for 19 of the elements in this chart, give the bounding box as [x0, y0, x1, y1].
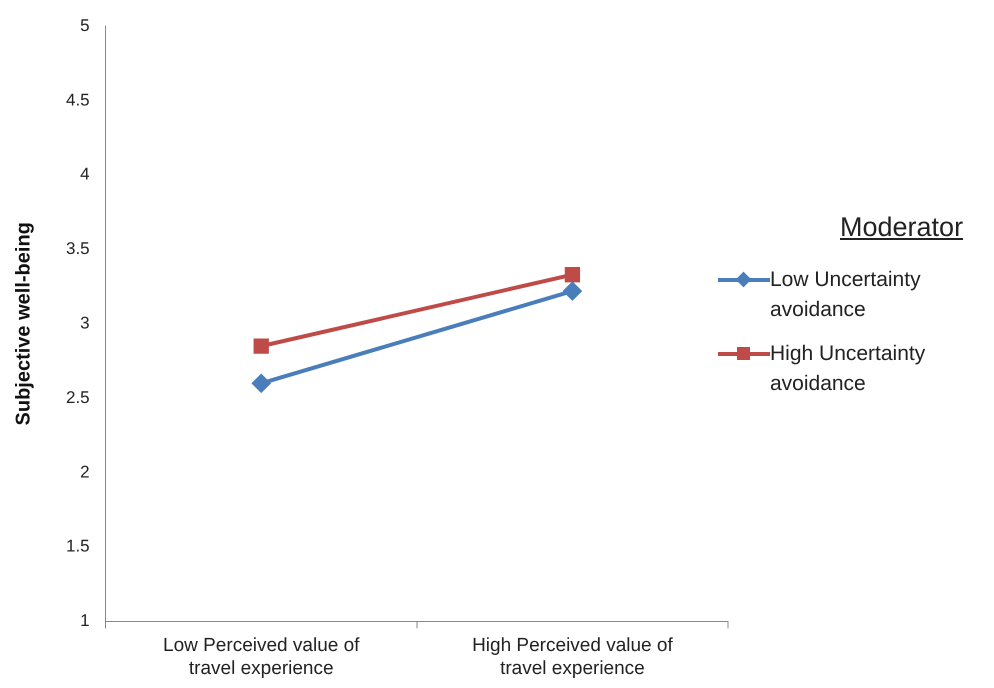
- y-tick-label: 2: [80, 462, 90, 482]
- y-tick-label: 1.5: [66, 536, 90, 556]
- y-tick-label: 3: [80, 313, 90, 332]
- y-tick-label: 4: [80, 164, 90, 184]
- point: [254, 338, 269, 354]
- legend-label: Low Uncertainty avoidance: [770, 267, 922, 323]
- y-tick-label: 3.5: [66, 239, 90, 258]
- y-tick-label: 5: [80, 16, 90, 35]
- point: [252, 374, 270, 392]
- y-tick-label: 2.5: [66, 388, 90, 407]
- y-tick-label: 1: [80, 611, 90, 630]
- legend-label: High Uncertainty avoidance: [770, 341, 926, 397]
- y-axis-title: Subjective well-being: [12, 222, 35, 426]
- point: [563, 282, 582, 300]
- point: [564, 267, 580, 282]
- x-tick-label: Low Perceived value of travel experience: [163, 635, 360, 679]
- x-tick-label: High Perceived value of travel experience: [472, 635, 674, 679]
- legend-title: Moderator: [840, 212, 964, 243]
- y-tick-label: 4.5: [66, 90, 90, 110]
